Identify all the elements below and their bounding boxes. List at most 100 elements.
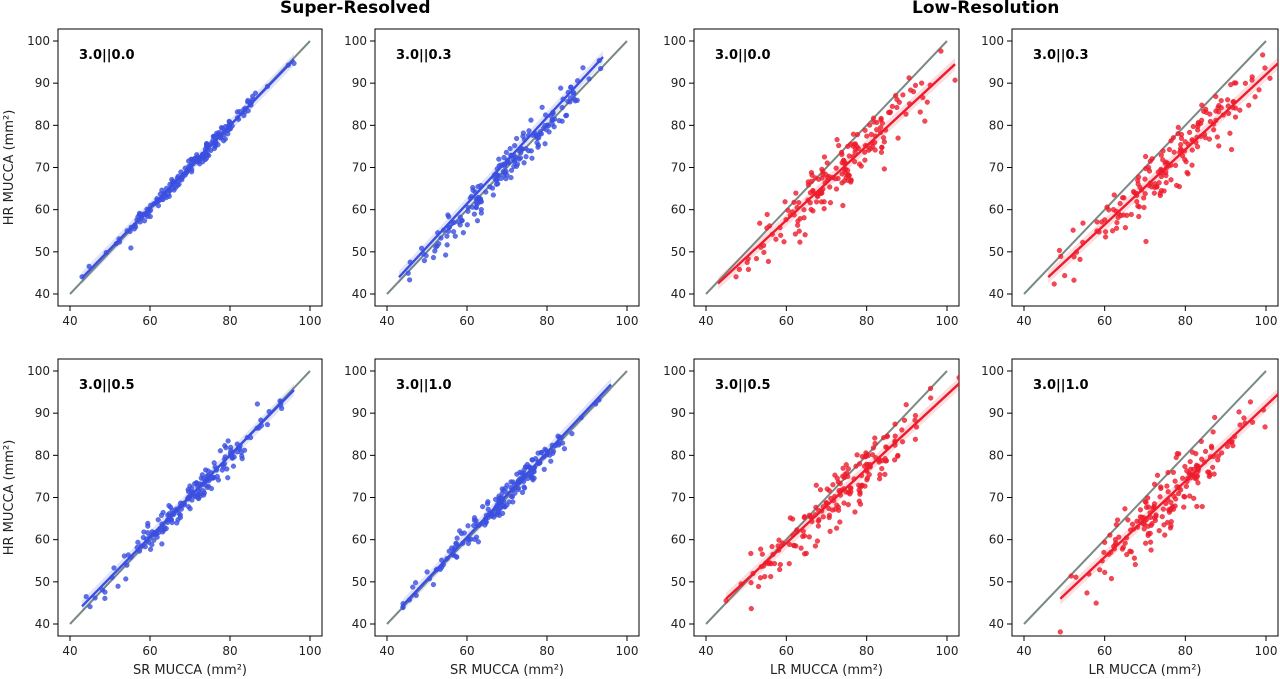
data-point — [430, 254, 437, 261]
data-point — [835, 504, 841, 510]
data-point — [1141, 204, 1147, 211]
x-axis-label: LR MUCCA (mm²) — [1088, 663, 1201, 678]
data-point — [556, 118, 562, 124]
data-point — [837, 481, 843, 487]
data-point — [839, 180, 845, 186]
data-point — [1177, 146, 1184, 152]
data-point — [840, 473, 846, 479]
data-point — [559, 104, 565, 111]
data-point — [777, 561, 783, 568]
data-point — [1207, 118, 1213, 125]
data-point — [443, 252, 449, 258]
data-point — [852, 159, 858, 165]
data-point — [899, 427, 905, 433]
data-point — [1159, 514, 1165, 520]
data-point — [499, 510, 506, 516]
data-point — [796, 199, 802, 206]
data-point — [507, 146, 513, 152]
data-point — [862, 483, 868, 489]
data-point — [115, 583, 121, 589]
data-point — [504, 502, 510, 508]
data-point — [865, 452, 872, 459]
data-point — [140, 534, 146, 541]
data-point — [1154, 183, 1160, 190]
data-point — [565, 98, 571, 105]
data-point — [837, 519, 843, 525]
data-point — [1152, 515, 1158, 521]
data-point — [1125, 517, 1131, 523]
plot-area — [69, 40, 311, 295]
data-point — [478, 207, 484, 213]
regression-line — [81, 58, 295, 279]
data-point — [521, 467, 527, 473]
data-point — [1227, 130, 1233, 136]
x-tick-label: 60 — [779, 644, 794, 658]
data-point — [1252, 94, 1258, 100]
data-point — [800, 533, 806, 540]
y-tick-label: 40 — [35, 617, 50, 631]
data-point — [1073, 574, 1079, 580]
data-point — [733, 274, 739, 280]
data-point — [889, 103, 895, 109]
data-point — [86, 263, 92, 269]
data-point — [1215, 109, 1222, 115]
x-tick-label: 100 — [1255, 314, 1278, 328]
data-point — [1116, 534, 1122, 540]
data-point — [1211, 471, 1217, 477]
y-tick-label: 50 — [671, 245, 686, 259]
data-point — [234, 109, 240, 115]
plot-area — [386, 40, 628, 295]
scatter-panel-4: 40 60 80 100 40 50 60 70 80 90 100 3.0||0.3 — [981, 28, 1279, 328]
data-point — [843, 462, 849, 468]
data-point — [894, 104, 900, 111]
data-point — [508, 167, 515, 173]
y-tick-label: 50 — [35, 575, 50, 589]
data-point — [1183, 483, 1189, 489]
data-point — [748, 580, 754, 586]
data-point — [862, 149, 868, 155]
data-point — [883, 444, 889, 450]
data-point — [542, 141, 548, 147]
data-point — [1156, 528, 1162, 534]
data-point — [1224, 443, 1231, 449]
data-point — [1207, 111, 1213, 117]
x-tick-label: 60 — [1097, 314, 1112, 328]
data-point — [764, 211, 770, 218]
data-point — [1175, 124, 1181, 130]
data-point — [1167, 507, 1174, 513]
x-tick-label: 80 — [539, 644, 554, 658]
data-point — [538, 449, 544, 456]
data-point — [1210, 464, 1216, 470]
x-tick-label: 40 — [379, 314, 394, 328]
data-point — [151, 537, 157, 543]
data-point — [492, 496, 499, 502]
data-point — [723, 598, 729, 604]
data-point — [956, 374, 959, 381]
data-point — [879, 144, 885, 151]
data-point — [827, 184, 833, 190]
data-point — [1205, 469, 1211, 475]
data-point — [808, 169, 815, 176]
data-point — [827, 528, 833, 534]
data-point — [912, 82, 919, 89]
data-point — [1218, 98, 1224, 104]
y-tick-label: 80 — [35, 448, 50, 462]
scatter-panel-8: 40 60 80 100 40 50 60 70 80 90 100 LR MUCCA (mm²) 3.… — [981, 358, 1279, 678]
data-point — [238, 449, 244, 456]
data-point — [519, 489, 526, 496]
y-tick-label: 70 — [989, 491, 1004, 505]
x-tick-label: 60 — [459, 644, 474, 658]
data-point — [194, 480, 200, 486]
data-point — [1170, 135, 1176, 141]
data-point — [503, 149, 509, 155]
data-point — [1084, 590, 1090, 596]
data-point — [839, 151, 845, 158]
data-point — [225, 475, 231, 481]
data-point — [1183, 159, 1189, 165]
data-point — [155, 517, 161, 523]
y-tick-label: 80 — [671, 118, 686, 132]
data-point — [483, 519, 489, 525]
data-point — [813, 199, 820, 205]
data-point — [1206, 473, 1212, 480]
x-axis-label: LR MUCCA (mm²) — [770, 663, 883, 678]
